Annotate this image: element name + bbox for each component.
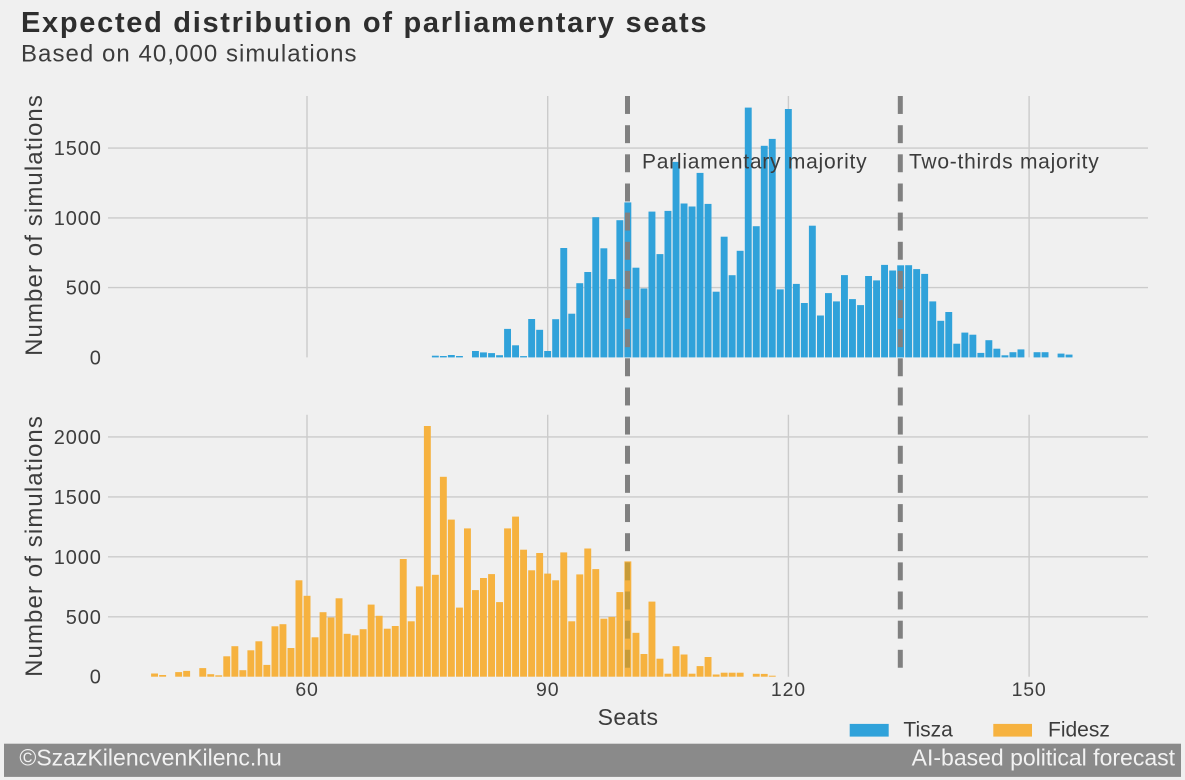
svg-text:Number of simulations: Number of simulations <box>21 94 48 356</box>
svg-text:120: 120 <box>771 679 806 701</box>
svg-text:1000: 1000 <box>54 547 102 569</box>
svg-text:150: 150 <box>1012 679 1047 701</box>
svg-text:Fidesz: Fidesz <box>1048 719 1110 742</box>
svg-text:2000: 2000 <box>54 427 102 449</box>
svg-text:Tisza: Tisza <box>903 719 953 742</box>
svg-text:60: 60 <box>295 679 318 701</box>
svg-text:0: 0 <box>90 347 102 369</box>
svg-text:500: 500 <box>66 607 102 629</box>
svg-text:AI-based political forecast: AI-based political forecast <box>912 745 1176 771</box>
svg-text:0: 0 <box>90 667 102 689</box>
svg-text:Seats: Seats <box>598 704 659 730</box>
svg-text:90: 90 <box>536 679 559 701</box>
svg-text:Number of simulations: Number of simulations <box>21 415 48 677</box>
svg-text:1500: 1500 <box>54 138 102 160</box>
svg-text:©SzazKilencvenKilenc.hu: ©SzazKilencvenKilenc.hu <box>19 745 281 771</box>
svg-text:Two-thirds majority: Two-thirds majority <box>909 151 1099 174</box>
svg-text:Expected distribution of parli: Expected distribution of parliamentary s… <box>21 7 708 39</box>
svg-text:1500: 1500 <box>54 487 102 509</box>
svg-text:500: 500 <box>66 278 102 300</box>
svg-text:Parliamentary majority: Parliamentary majority <box>642 151 867 174</box>
svg-text:Based on 40,000 simulations: Based on 40,000 simulations <box>21 41 358 68</box>
svg-text:1000: 1000 <box>54 208 102 230</box>
